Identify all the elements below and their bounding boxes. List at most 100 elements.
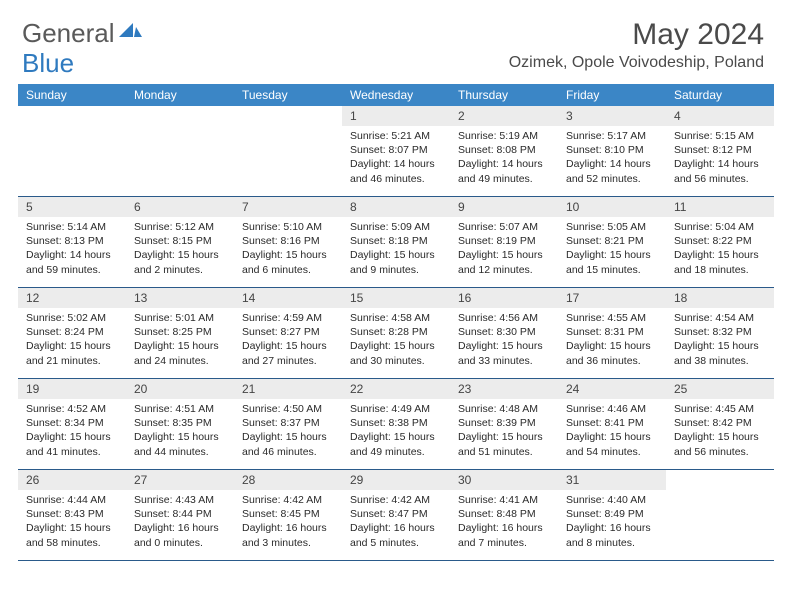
sunset-text: Sunset: 8:27 PM <box>242 325 334 339</box>
calendar-cell: 31Sunrise: 4:40 AMSunset: 8:49 PMDayligh… <box>558 470 666 560</box>
daylight-text: Daylight: 15 hours and 49 minutes. <box>350 430 442 458</box>
sunset-text: Sunset: 8:07 PM <box>350 143 442 157</box>
day-number: 13 <box>126 288 234 308</box>
sunrise-text: Sunrise: 4:50 AM <box>242 402 334 416</box>
sunrise-text: Sunrise: 4:45 AM <box>674 402 766 416</box>
day-info: Sunrise: 4:50 AMSunset: 8:37 PMDaylight:… <box>234 399 342 465</box>
sunset-text: Sunset: 8:25 PM <box>134 325 226 339</box>
daylight-text: Daylight: 16 hours and 0 minutes. <box>134 521 226 549</box>
day-info: Sunrise: 4:54 AMSunset: 8:32 PMDaylight:… <box>666 308 774 374</box>
sunrise-text: Sunrise: 4:42 AM <box>350 493 442 507</box>
sunrise-text: Sunrise: 4:55 AM <box>566 311 658 325</box>
daylight-text: Daylight: 16 hours and 5 minutes. <box>350 521 442 549</box>
sunset-text: Sunset: 8:16 PM <box>242 234 334 248</box>
weekday-label: Thursday <box>450 84 558 106</box>
calendar: SundayMondayTuesdayWednesdayThursdayFrid… <box>18 84 774 561</box>
daylight-text: Daylight: 14 hours and 56 minutes. <box>674 157 766 185</box>
calendar-week: 12Sunrise: 5:02 AMSunset: 8:24 PMDayligh… <box>18 288 774 379</box>
day-number: 14 <box>234 288 342 308</box>
day-number: 1 <box>342 106 450 126</box>
day-info: Sunrise: 4:56 AMSunset: 8:30 PMDaylight:… <box>450 308 558 374</box>
sunset-text: Sunset: 8:43 PM <box>26 507 118 521</box>
calendar-week: 26Sunrise: 4:44 AMSunset: 8:43 PMDayligh… <box>18 470 774 561</box>
day-info: Sunrise: 4:42 AMSunset: 8:45 PMDaylight:… <box>234 490 342 556</box>
sunrise-text: Sunrise: 5:04 AM <box>674 220 766 234</box>
day-info: Sunrise: 4:48 AMSunset: 8:39 PMDaylight:… <box>450 399 558 465</box>
sunrise-text: Sunrise: 5:15 AM <box>674 129 766 143</box>
calendar-cell: 15Sunrise: 4:58 AMSunset: 8:28 PMDayligh… <box>342 288 450 378</box>
calendar-cell: 30Sunrise: 4:41 AMSunset: 8:48 PMDayligh… <box>450 470 558 560</box>
sunrise-text: Sunrise: 5:09 AM <box>350 220 442 234</box>
sunset-text: Sunset: 8:30 PM <box>458 325 550 339</box>
sunrise-text: Sunrise: 5:21 AM <box>350 129 442 143</box>
calendar-cell: 19Sunrise: 4:52 AMSunset: 8:34 PMDayligh… <box>18 379 126 469</box>
day-info: Sunrise: 4:49 AMSunset: 8:38 PMDaylight:… <box>342 399 450 465</box>
calendar-cell: 8Sunrise: 5:09 AMSunset: 8:18 PMDaylight… <box>342 197 450 287</box>
sunrise-text: Sunrise: 4:51 AM <box>134 402 226 416</box>
logo-text-2: Blue <box>22 48 74 79</box>
calendar-cell: 4Sunrise: 5:15 AMSunset: 8:12 PMDaylight… <box>666 106 774 196</box>
sunset-text: Sunset: 8:41 PM <box>566 416 658 430</box>
day-number: 4 <box>666 106 774 126</box>
location-text: Ozimek, Opole Voivodeship, Poland <box>509 54 764 72</box>
sunrise-text: Sunrise: 4:43 AM <box>134 493 226 507</box>
day-number: 30 <box>450 470 558 490</box>
daylight-text: Daylight: 15 hours and 46 minutes. <box>242 430 334 458</box>
weekday-label: Saturday <box>666 84 774 106</box>
day-number: 22 <box>342 379 450 399</box>
daylight-text: Daylight: 14 hours and 59 minutes. <box>26 248 118 276</box>
day-info: Sunrise: 4:40 AMSunset: 8:49 PMDaylight:… <box>558 490 666 556</box>
day-number: 26 <box>18 470 126 490</box>
day-info: Sunrise: 5:15 AMSunset: 8:12 PMDaylight:… <box>666 126 774 192</box>
sunrise-text: Sunrise: 4:54 AM <box>674 311 766 325</box>
day-number: 8 <box>342 197 450 217</box>
sunrise-text: Sunrise: 4:56 AM <box>458 311 550 325</box>
daylight-text: Daylight: 14 hours and 49 minutes. <box>458 157 550 185</box>
day-info: Sunrise: 5:01 AMSunset: 8:25 PMDaylight:… <box>126 308 234 374</box>
day-number: 28 <box>234 470 342 490</box>
daylight-text: Daylight: 15 hours and 51 minutes. <box>458 430 550 458</box>
day-info: Sunrise: 5:14 AMSunset: 8:13 PMDaylight:… <box>18 217 126 283</box>
day-number: 9 <box>450 197 558 217</box>
sunset-text: Sunset: 8:21 PM <box>566 234 658 248</box>
day-number: 2 <box>450 106 558 126</box>
sunset-text: Sunset: 8:31 PM <box>566 325 658 339</box>
day-number: 16 <box>450 288 558 308</box>
day-number: 31 <box>558 470 666 490</box>
day-info: Sunrise: 5:19 AMSunset: 8:08 PMDaylight:… <box>450 126 558 192</box>
daylight-text: Daylight: 15 hours and 18 minutes. <box>674 248 766 276</box>
sunset-text: Sunset: 8:49 PM <box>566 507 658 521</box>
daylight-text: Daylight: 15 hours and 15 minutes. <box>566 248 658 276</box>
sunset-text: Sunset: 8:48 PM <box>458 507 550 521</box>
page-header: General May 2024 Ozimek, Opole Voivodesh… <box>0 0 792 78</box>
day-number <box>666 470 774 490</box>
day-number: 20 <box>126 379 234 399</box>
calendar-cell <box>18 106 126 196</box>
day-info: Sunrise: 4:43 AMSunset: 8:44 PMDaylight:… <box>126 490 234 556</box>
day-info: Sunrise: 4:55 AMSunset: 8:31 PMDaylight:… <box>558 308 666 374</box>
daylight-text: Daylight: 15 hours and 38 minutes. <box>674 339 766 367</box>
sunset-text: Sunset: 8:42 PM <box>674 416 766 430</box>
day-number: 17 <box>558 288 666 308</box>
weekday-label: Tuesday <box>234 84 342 106</box>
title-block: May 2024 Ozimek, Opole Voivodeship, Pola… <box>509 18 764 72</box>
daylight-text: Daylight: 15 hours and 41 minutes. <box>26 430 118 458</box>
calendar-cell: 20Sunrise: 4:51 AMSunset: 8:35 PMDayligh… <box>126 379 234 469</box>
sunset-text: Sunset: 8:47 PM <box>350 507 442 521</box>
day-info: Sunrise: 5:12 AMSunset: 8:15 PMDaylight:… <box>126 217 234 283</box>
day-number <box>234 106 342 126</box>
sunrise-text: Sunrise: 4:52 AM <box>26 402 118 416</box>
day-info: Sunrise: 4:44 AMSunset: 8:43 PMDaylight:… <box>18 490 126 556</box>
sunrise-text: Sunrise: 4:40 AM <box>566 493 658 507</box>
daylight-text: Daylight: 16 hours and 8 minutes. <box>566 521 658 549</box>
daylight-text: Daylight: 15 hours and 54 minutes. <box>566 430 658 458</box>
calendar-cell <box>666 470 774 560</box>
day-number: 3 <box>558 106 666 126</box>
day-number: 11 <box>666 197 774 217</box>
calendar-cell: 2Sunrise: 5:19 AMSunset: 8:08 PMDaylight… <box>450 106 558 196</box>
day-number: 24 <box>558 379 666 399</box>
sunset-text: Sunset: 8:13 PM <box>26 234 118 248</box>
calendar-cell: 29Sunrise: 4:42 AMSunset: 8:47 PMDayligh… <box>342 470 450 560</box>
calendar-cell: 18Sunrise: 4:54 AMSunset: 8:32 PMDayligh… <box>666 288 774 378</box>
day-number: 27 <box>126 470 234 490</box>
